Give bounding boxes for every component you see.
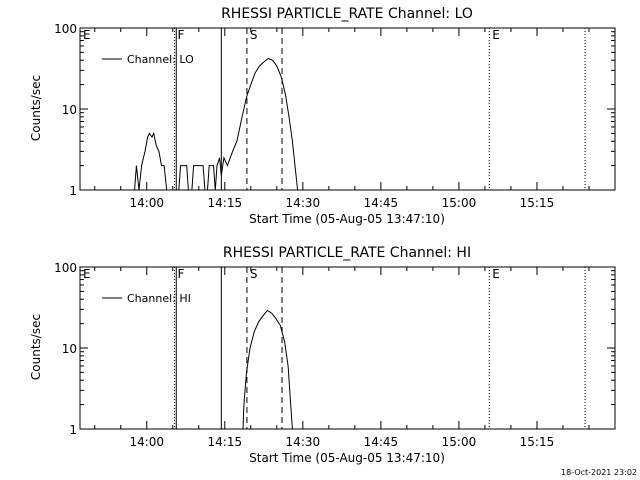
chart-title: RHESSI PARTICLE_RATE Channel: HI: [223, 245, 471, 261]
x-tick-label: 15:00: [442, 196, 477, 210]
x-tick-label: 15:15: [520, 435, 555, 449]
event-marker-label: S: [250, 267, 258, 281]
series-line: [134, 57, 299, 191]
x-tick-label: 14:15: [208, 196, 243, 210]
x-tick-label: 14:00: [129, 196, 164, 210]
event-marker-label: E: [83, 267, 91, 281]
legend-label: Channel: LO: [127, 53, 194, 66]
y-axis-label: Counts/sec: [29, 75, 43, 141]
y-tick-label: 10: [62, 103, 77, 117]
legend-label: Channel: HI: [127, 292, 191, 305]
x-axis-label: Start Time (05-Aug-05 13:47:10): [249, 451, 445, 465]
event-marker-label: E: [492, 267, 500, 281]
x-axis-label: Start Time (05-Aug-05 13:47:10): [249, 212, 445, 226]
event-marker-label: S: [250, 28, 258, 42]
footer-stamp: 18-Oct-2021 23:02: [561, 468, 637, 477]
series-line: [242, 309, 293, 430]
x-tick-label: 14:00: [129, 435, 164, 449]
x-tick-label: 14:45: [364, 435, 399, 449]
x-tick-label: 14:45: [364, 196, 399, 210]
x-tick-label: 14:15: [208, 435, 243, 449]
x-tick-label: 14:30: [286, 435, 321, 449]
y-tick-label: 100: [54, 22, 77, 36]
y-tick-label: 10: [62, 342, 77, 356]
y-tick-label: 100: [54, 261, 77, 275]
x-tick-label: 15:00: [442, 435, 477, 449]
x-tick-label: 15:15: [520, 196, 555, 210]
chart-panel-hi: RHESSI PARTICLE_RATE Channel: HI Start T…: [29, 245, 616, 465]
y-axis-label: Counts/sec: [29, 314, 43, 380]
chart-panel-lo: RHESSI PARTICLE_RATE Channel: LO Start T…: [29, 6, 616, 226]
event-marker-label: E: [492, 28, 500, 42]
chart-title: RHESSI PARTICLE_RATE Channel: LO: [221, 6, 473, 22]
x-tick-label: 14:30: [286, 196, 321, 210]
y-tick-label: 1: [69, 423, 77, 437]
event-marker-label: E: [83, 28, 91, 42]
event-marker-label: F: [178, 28, 185, 42]
y-tick-label: 1: [69, 184, 77, 198]
event-marker-label: F: [178, 267, 185, 281]
